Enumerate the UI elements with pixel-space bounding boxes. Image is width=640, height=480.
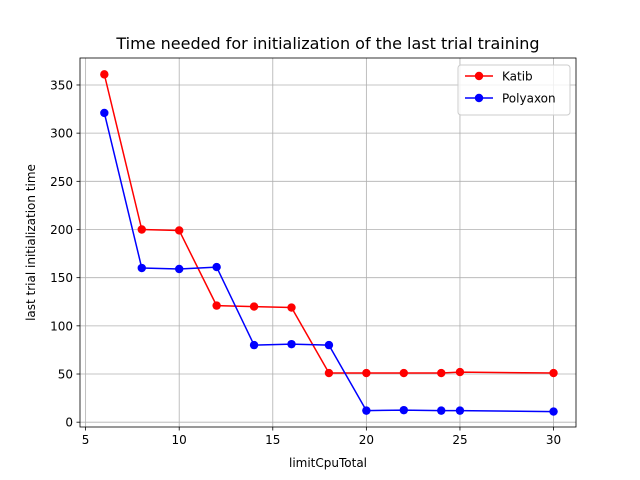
- y-tick-label: 200: [50, 223, 73, 237]
- y-tick-label: 0: [65, 416, 73, 430]
- katib-data-point: [100, 70, 109, 79]
- polyaxon-data-point: [212, 262, 221, 272]
- polyaxon-data-point: [137, 263, 146, 273]
- polyaxon-data-point: [100, 108, 109, 118]
- polyaxon-data-point: [287, 339, 296, 349]
- polyaxon-legend-marker: [474, 93, 484, 103]
- katib-data-point: [249, 302, 259, 311]
- polyaxon-data-point: [455, 406, 465, 415]
- y-tick-label: 350: [50, 78, 73, 92]
- katib-legend-marker: [474, 71, 484, 81]
- katib-data-point: [399, 368, 409, 378]
- polyaxon-data-point: [362, 406, 371, 415]
- x-tick-label: 20: [359, 433, 374, 447]
- chart-title: Time needed for initialization of the la…: [115, 34, 539, 53]
- katib-data-point: [287, 303, 296, 312]
- katib-data-point: [137, 225, 146, 234]
- katib-legend-label: Katib: [502, 70, 533, 84]
- legend-box: [457, 64, 571, 116]
- grid: [80, 58, 576, 427]
- y-tick-label: 150: [50, 271, 73, 285]
- y-tick-label: 100: [50, 319, 73, 333]
- katib-data-point: [212, 301, 221, 310]
- y-tick-label: 250: [50, 175, 73, 189]
- polyaxon-legend-label: Polyaxon: [502, 92, 556, 106]
- y-tick-label: 50: [58, 368, 73, 382]
- series-layer: [100, 70, 558, 416]
- katib-data-point: [455, 367, 465, 377]
- polyaxon-data-point: [399, 405, 409, 415]
- polyaxon-data-point: [175, 264, 184, 274]
- x-tick-label: 25: [452, 433, 467, 447]
- plot-frame: [79, 57, 577, 428]
- katib-data-point: [175, 226, 184, 235]
- katib-data-point: [324, 368, 334, 378]
- katib-data-point: [437, 368, 446, 378]
- x-tick-label: 30: [546, 433, 561, 447]
- x-tick-label: 15: [265, 433, 280, 447]
- polyaxon-data-point: [437, 406, 446, 415]
- legend: Katib Polyaxon: [457, 64, 571, 116]
- y-axis-label: last trial initialization time: [24, 164, 38, 321]
- polyaxon-data-point: [549, 407, 558, 416]
- x-tick-label: 5: [82, 433, 90, 447]
- y-tick-label: 300: [50, 127, 73, 141]
- polyaxon-data-point: [324, 340, 334, 350]
- x-tick-label: 10: [172, 433, 187, 447]
- x-axis-label: limitCpuTotal: [289, 456, 367, 470]
- katib-data-point: [549, 368, 558, 378]
- katib-data-point: [362, 368, 371, 378]
- polyaxon-data-point: [249, 340, 259, 350]
